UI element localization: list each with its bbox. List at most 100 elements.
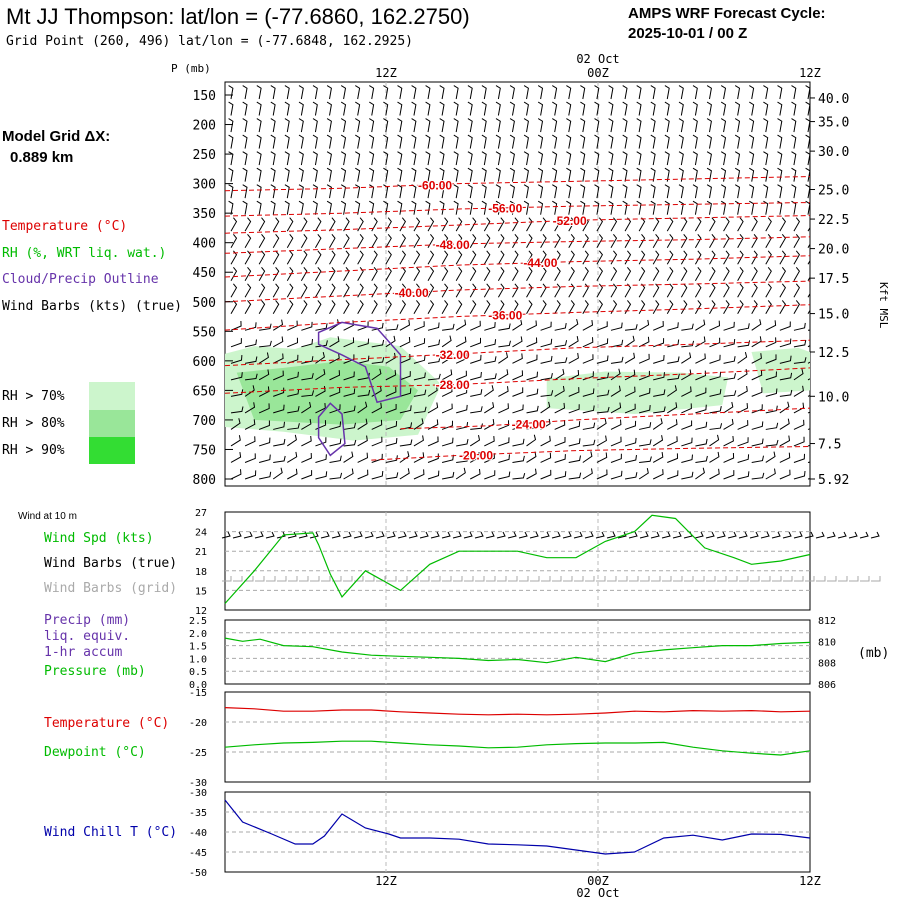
- wind-barb: [413, 338, 426, 348]
- wind-barb: [523, 85, 529, 100]
- wind-barb: [385, 455, 398, 463]
- wind-barb: [566, 184, 572, 199]
- wind-barb: [580, 184, 586, 199]
- wind-barb: [441, 283, 449, 298]
- wind-barb: [399, 217, 407, 232]
- wind-barb: [526, 217, 533, 232]
- wind-barb: [554, 233, 561, 248]
- wind-barb: [481, 118, 487, 133]
- wind-barb: [385, 217, 392, 232]
- wind-barb: [706, 85, 712, 100]
- wind-barb: [737, 266, 744, 281]
- wind-barb: [228, 200, 234, 215]
- wind-barb-true: [837, 531, 847, 539]
- isotherm-10: [371, 446, 810, 461]
- wind-barb: [284, 101, 290, 116]
- wind-barb-grid: [629, 576, 639, 582]
- wind-barb: [594, 118, 600, 133]
- wind-barb: [594, 184, 600, 199]
- dewpoint-line: [224, 740, 811, 756]
- wind-barb: [469, 283, 477, 298]
- wind-barb: [270, 134, 276, 149]
- wind-barb: [315, 323, 328, 331]
- wind-barb: [357, 452, 369, 463]
- wind-barb: [385, 233, 392, 248]
- wind-barb: [596, 389, 610, 397]
- wind-barb: [244, 402, 256, 414]
- wind-barb: [765, 337, 777, 348]
- wind-barb-true: [562, 531, 572, 539]
- wind-barb: [329, 370, 341, 381]
- wind-barb: [540, 418, 551, 430]
- wind-barb: [357, 418, 368, 430]
- wind-barb: [526, 468, 537, 480]
- wind-barb: [399, 283, 407, 298]
- isotherm-0: [225, 176, 810, 192]
- wind-barb: [357, 469, 369, 480]
- wind-barb: [568, 336, 579, 348]
- wind-barb: [397, 85, 403, 100]
- wind-barb: [765, 405, 778, 414]
- wind-barb: [763, 118, 769, 133]
- wind-barb: [554, 368, 565, 381]
- wind-barb: [805, 184, 810, 199]
- wind-barb: [666, 250, 674, 265]
- wind-barb: [594, 85, 600, 100]
- wind-barb: [453, 118, 459, 133]
- wind-barb: [439, 134, 445, 149]
- wind-barb: [666, 266, 674, 281]
- pressure-tick-label-150: 150: [193, 89, 216, 104]
- wind-barb-grid: [640, 576, 650, 582]
- wind-barb: [624, 352, 636, 364]
- wind-barb: [357, 283, 364, 298]
- wind-barb-grid: [255, 576, 265, 582]
- wind-barb: [523, 200, 529, 215]
- wind-barb: [652, 250, 660, 265]
- wind-barb: [298, 134, 304, 149]
- wind-barb: [413, 389, 427, 397]
- isotherm-7: [225, 339, 810, 367]
- wind-barb: [667, 322, 679, 331]
- wind-barb: [777, 85, 783, 100]
- wind-barb: [622, 151, 628, 166]
- wind-barb: [777, 101, 783, 116]
- wind-barb: [286, 250, 294, 265]
- wind-barb: [720, 151, 727, 166]
- surface-wind-barbs-grid: [222, 576, 881, 582]
- precip_pressure-y2tick-1: 808: [818, 659, 836, 670]
- legend-temperature-2: Temperature (°C): [44, 716, 169, 731]
- wind-barb: [425, 184, 431, 199]
- wind-barb: [723, 250, 730, 265]
- wind-barb: [397, 184, 403, 199]
- wind-barb: [552, 167, 558, 182]
- wind-barb: [706, 134, 712, 149]
- bottom-tick-12z-a: 12Z: [375, 874, 397, 888]
- wind-barb: [343, 468, 354, 480]
- wind-barb: [284, 85, 290, 100]
- wind_chill-ytick-3: -35: [189, 808, 207, 819]
- wind-barb: [230, 355, 243, 364]
- wind-barb: [371, 217, 378, 232]
- wind-barb: [301, 321, 313, 331]
- wind-barb: [779, 355, 792, 364]
- wind-barb-grid: [431, 576, 441, 582]
- isotherm-label-4: -44.00: [523, 256, 557, 270]
- wind-barb: [427, 339, 441, 348]
- wind-barb: [681, 323, 694, 331]
- wind-barb: [523, 167, 529, 182]
- wind-barb: [411, 134, 417, 149]
- wind-barb: [652, 469, 664, 480]
- wind-barb: [763, 200, 769, 215]
- wind-barb: [624, 300, 632, 315]
- wind-barb: [678, 118, 684, 133]
- wind-barb: [779, 389, 793, 397]
- wind-barb: [793, 470, 806, 480]
- wind-barb: [439, 200, 445, 215]
- wind-barb-grid: [739, 576, 749, 582]
- wind-barb: [580, 200, 586, 215]
- wind-barb: [552, 101, 558, 116]
- wind-barb: [594, 167, 600, 182]
- wind-barb: [315, 266, 322, 281]
- pressure-axis-label: P (mb): [171, 62, 211, 75]
- wind-barb: [287, 337, 299, 348]
